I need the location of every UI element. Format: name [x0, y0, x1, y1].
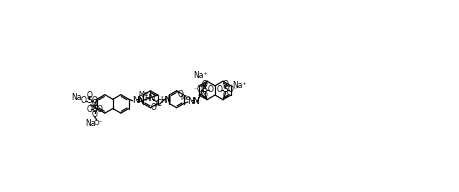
- Text: O: O: [177, 90, 183, 99]
- Text: O: O: [97, 105, 103, 114]
- Text: N: N: [186, 98, 193, 107]
- Text: O: O: [222, 80, 228, 89]
- Text: O: O: [227, 85, 233, 94]
- Text: N: N: [148, 94, 154, 103]
- Text: O: O: [217, 85, 223, 94]
- Text: H: H: [160, 96, 166, 105]
- Text: O: O: [81, 96, 86, 105]
- Text: Na⁺: Na⁺: [231, 81, 246, 90]
- Text: O: O: [91, 96, 97, 105]
- Text: Na⁺: Na⁺: [193, 71, 208, 80]
- Text: S: S: [86, 96, 92, 105]
- Text: S: S: [222, 85, 228, 94]
- Text: O: O: [207, 85, 213, 94]
- Text: O: O: [86, 105, 92, 114]
- Text: O: O: [202, 80, 207, 89]
- Text: Na: Na: [85, 119, 96, 128]
- Text: Na: Na: [71, 93, 81, 102]
- Text: Me: Me: [138, 91, 148, 97]
- Text: C: C: [155, 99, 161, 108]
- Text: N: N: [192, 98, 198, 107]
- Text: S: S: [91, 105, 97, 114]
- Text: O: O: [138, 95, 143, 104]
- Text: H: H: [144, 94, 150, 103]
- Text: O: O: [91, 110, 97, 119]
- Text: O: O: [222, 91, 228, 99]
- Text: O: O: [150, 103, 156, 112]
- Text: ⁻: ⁻: [194, 88, 196, 93]
- Text: Me: Me: [180, 95, 190, 102]
- Text: O: O: [202, 91, 207, 99]
- Text: N: N: [131, 96, 138, 105]
- Text: O: O: [196, 85, 202, 94]
- Text: N: N: [137, 96, 144, 105]
- Text: ⁻: ⁻: [233, 88, 235, 93]
- Text: N: N: [163, 96, 170, 105]
- Text: O⁻: O⁻: [94, 120, 103, 126]
- Text: O: O: [91, 99, 97, 108]
- Text: ⁻: ⁻: [80, 97, 83, 102]
- Text: O: O: [86, 91, 92, 100]
- Text: S: S: [202, 85, 207, 94]
